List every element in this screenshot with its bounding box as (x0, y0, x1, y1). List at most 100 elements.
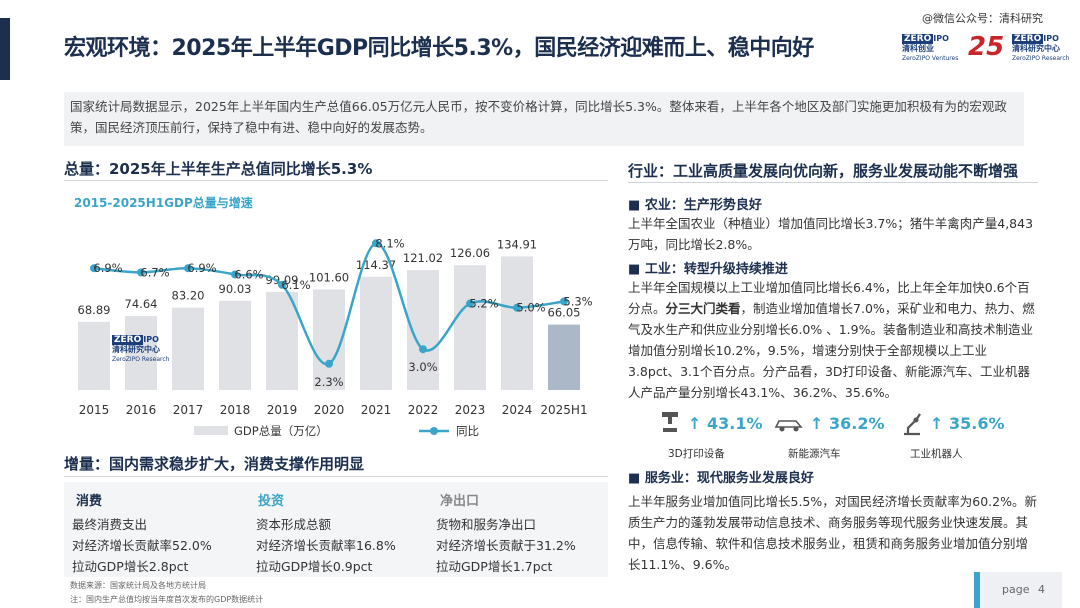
net-export-head: 净出口 (440, 494, 480, 509)
growth-point (560, 297, 568, 306)
investment-head: 投资 (258, 494, 285, 509)
growth-point (466, 299, 474, 308)
page-number-box: page 4 (980, 572, 1062, 608)
bar-value-label: 66.05 (548, 306, 581, 320)
chart-watermark-logo: ZERO IPO 清科研究中心 ZeroZIPO Research (112, 335, 170, 363)
x-tick-label: 2016 (126, 403, 157, 417)
x-tick-label: 2022 (408, 403, 439, 417)
growth-label: 5.3% (563, 294, 592, 308)
growth-point (372, 239, 380, 248)
zero2ipo-ventures-logo: ZERO IPO 清科创业 ZeroZIPO Ventures (902, 34, 959, 62)
source-note: 数据来源：国家统计局及各地方统计局 (70, 581, 206, 590)
growth-label: 8.1% (375, 236, 404, 250)
consumption-row: 对经济增长贡献率52.0% (72, 538, 212, 553)
robot-arm-icon (904, 413, 921, 436)
page-number: 4 (1038, 583, 1045, 596)
gdp-bar (313, 289, 345, 390)
indicator-label: 3D打印设备 (668, 448, 725, 460)
anniversary-25-logo: 25 (968, 32, 1005, 62)
investment-row: 资本形成总额 (256, 517, 332, 532)
product-indicators: ↑ 43.1% 3D打印设备 ↑ 36.2% 新能源汽车 ↑ 35.6% 工业机… (658, 410, 1038, 462)
investment-row: 拉动GDP增长0.9pct (256, 559, 373, 574)
footnote: 注：国内生产总值均按当年度首次发布的GDP数据统计 (70, 595, 264, 604)
page-accent (974, 572, 980, 608)
growth-point (278, 280, 286, 289)
growth-point (325, 359, 333, 368)
growth-label: 6.6% (234, 267, 263, 281)
x-tick-label: 2023 (455, 403, 486, 417)
service-body: 上半年服务业增加值同比增长5.5%，对国民经济增长贡献率为60.2%。新质生产力… (628, 494, 1037, 572)
gdp-bar (501, 256, 533, 390)
gdp-bar (266, 291, 298, 390)
x-tick-label: 2019 (267, 403, 298, 417)
car-icon (774, 420, 803, 432)
bar-value-label: 101.60 (309, 270, 349, 284)
bar-value-label: 90.03 (219, 282, 252, 296)
demand-table (64, 482, 608, 577)
header-logos: ZERO IPO 清科创业 ZeroZIPO Ventures 25 ZERO IP… (902, 32, 1072, 68)
legend-line-marker (430, 427, 438, 435)
consumption-row: 最终消费支出 (72, 517, 148, 532)
net-export-row: 拉动GDP增长1.7pct (436, 559, 553, 574)
bar-value-label: 126.06 (450, 246, 490, 260)
net-export-row: 对经济增长贡献于31.2% (436, 538, 576, 553)
gdp-section-title: 总量：2025年上半年生产总值同比增长5.3% (64, 160, 373, 178)
x-tick-label: 2024 (502, 403, 533, 417)
divider (64, 476, 608, 477)
bar-value-label: 74.64 (125, 297, 158, 311)
investment-row: 对经济增长贡献率16.8% (256, 538, 396, 553)
x-tick-label: 2025H1 (540, 403, 587, 417)
growth-label: 5.2% (469, 297, 498, 311)
indicator-value: ↑ 43.1% (688, 414, 763, 433)
industry-head: ■ 工业：转型升级持续推进 (628, 262, 788, 277)
accent-bar (0, 18, 10, 80)
bar-value-label: 83.20 (172, 289, 205, 303)
x-tick-label: 2015 (79, 403, 110, 417)
divider (64, 180, 608, 181)
gdp-bar (78, 321, 110, 390)
zero2ipo-research-logo: ZERO IPO 清科研究中心 ZeroZIPO Research (1012, 34, 1070, 62)
divider (628, 182, 1038, 183)
growth-point (231, 270, 239, 279)
gdp-bar (125, 316, 157, 390)
x-tick-label: 2017 (173, 403, 204, 417)
bar-value-label: 114.37 (356, 258, 396, 272)
growth-label: 6.1% (281, 278, 310, 292)
legend-bar-swatch (194, 426, 228, 435)
gdp-bar (219, 300, 251, 390)
consumption-head: 消费 (76, 494, 103, 509)
chart-subtitle: 2015-2025H1GDP总量与增速 (74, 196, 253, 210)
growth-point (419, 345, 427, 354)
bar-value-label: 68.89 (78, 303, 111, 317)
x-tick-label: 2020 (314, 403, 345, 417)
increment-section-title: 增量：国内需求稳步扩大，消费支撑作用明显 (64, 455, 365, 473)
growth-point (513, 303, 521, 312)
intro-text: 国家统计局数据显示，2025年上半年国内生产总值66.05万亿元人民币，按不变价… (70, 99, 1007, 135)
bar-value-label: 121.02 (403, 251, 443, 265)
indicator-label: 工业机器人 (910, 448, 963, 460)
intro-box: 国家统计局数据显示，2025年上半年国内生产总值66.05万亿元人民币，按不变价… (64, 92, 1024, 146)
watermark: @微信公众号：清科研究 (922, 12, 1043, 25)
gdp-bar (172, 307, 204, 390)
gdp-chart: 68.89 74.64 83.20 90.03 99.09 101.60 114.37 121… (78, 236, 593, 438)
consumption-row: 拉动GDP增长2.8pct (72, 559, 189, 574)
industry-body: 上半年全国规模以上工业增加值同比增长6.4%，比上年全年加快0.6个百分点。分三… (628, 280, 1035, 400)
growth-label: 3.0% (408, 360, 437, 374)
industry-section-title: 行业：工业高质量发展向优向新，服务业发展动能不断增强 (628, 162, 1019, 180)
bar-value-label: 99.09 (266, 273, 299, 287)
service-head: ■ 服务业：现代服务业发展良好 (628, 471, 814, 486)
bar-value-label: 134.91 (497, 237, 537, 251)
agri-head: ■ 农业：生产形势良好 (628, 198, 762, 213)
net-export-row: 货物和服务净出口 (436, 517, 537, 532)
page-label: page (1002, 583, 1030, 596)
page-title: 宏观环境：2025年上半年GDP同比增长5.3%，国民经济迎难而上、稳中向好 (64, 36, 814, 61)
growth-label: 5.0% (516, 301, 545, 315)
gdp-bar (454, 265, 486, 390)
3d-printer-icon (662, 412, 678, 432)
x-tick-label: 2018 (220, 403, 251, 417)
agri-body: 上半年全国农业（种植业）增加值同比增长3.7%；猪牛羊禽肉产量4,843万吨，同… (628, 216, 1034, 252)
growth-point (137, 268, 145, 277)
gdp-bar (360, 276, 392, 390)
legend-line-label: 同比 (456, 424, 479, 438)
indicator-value: ↑ 36.2% (810, 414, 885, 433)
